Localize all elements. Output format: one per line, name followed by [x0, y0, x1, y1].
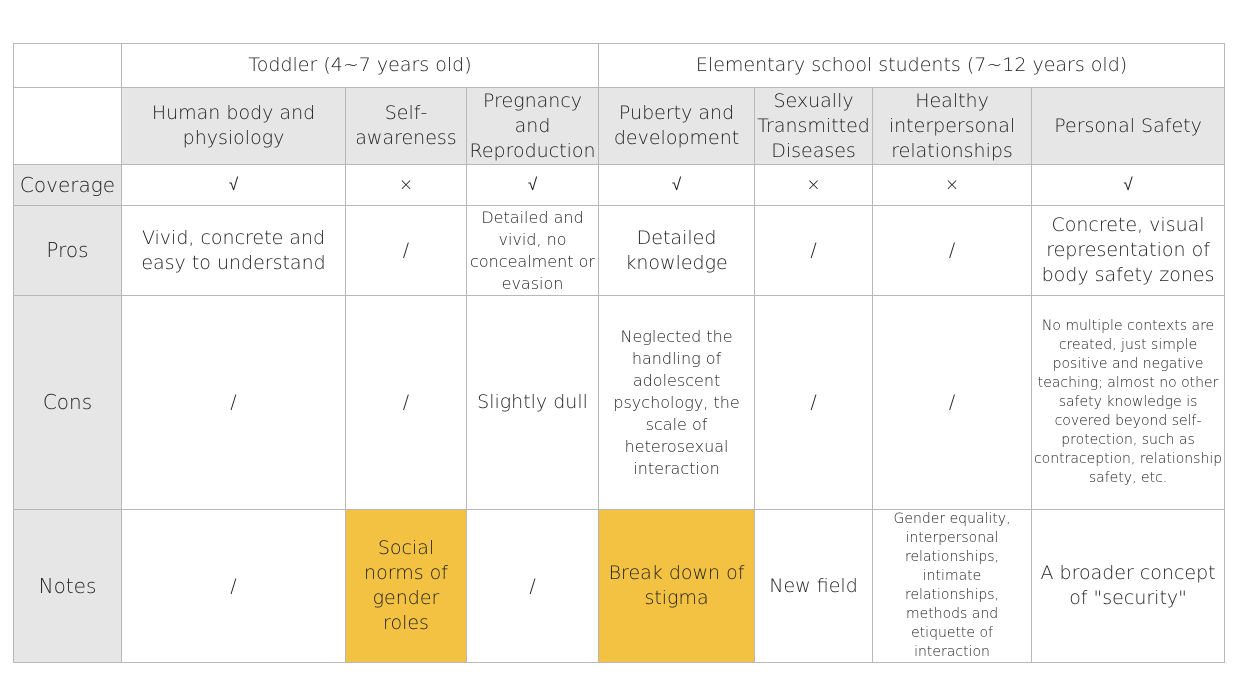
cons-cell: Slightly dull — [465, 295, 600, 510]
group-header-row: Toddler (4~7 years old) Elementary schoo… — [13, 43, 1226, 88]
topic-puberty: Puberty and development — [598, 87, 756, 165]
coverage-cell: × — [872, 164, 1033, 206]
notes-cell: New field — [754, 509, 874, 663]
coverage-cell: √ — [465, 164, 600, 206]
coverage-cell: √ — [598, 164, 756, 206]
notes-cell: A broader concept of "security" — [1031, 509, 1226, 663]
row-label-pros: Pros — [13, 205, 122, 296]
notes-cell: Gender equality, interpersonal relations… — [872, 509, 1033, 663]
group-elementary: Elementary school students (7~12 years o… — [598, 43, 1226, 88]
pros-cell: / — [754, 205, 874, 296]
cons-cell: Neglected the handling of adolescent psy… — [598, 295, 756, 510]
topic-header-row: Human body and physiology Self-awareness… — [13, 87, 1226, 165]
cons-cell: / — [121, 295, 346, 510]
topic-corner-cell — [13, 87, 122, 165]
pros-cell: Detailed knowledge — [598, 205, 756, 296]
topic-human-body: Human body and physiology — [121, 87, 346, 165]
pros-row: Pros Vivid, concrete and easy to underst… — [13, 205, 1226, 296]
coverage-cell: × — [754, 164, 874, 206]
cons-cell: / — [754, 295, 874, 510]
topic-pregnancy: Pregnancy and Reproduction — [465, 87, 600, 165]
coverage-cell: √ — [1031, 164, 1226, 206]
coverage-cell: √ — [121, 164, 346, 206]
corner-cell — [13, 43, 122, 88]
topic-std: Sexually Transmitted Diseases — [754, 87, 874, 165]
row-label-notes: Notes — [13, 509, 122, 663]
row-label-coverage: Coverage — [13, 164, 122, 206]
pros-cell: Detailed and vivid, no concealment or ev… — [465, 205, 600, 296]
pros-cell: Vivid, concrete and easy to understand — [121, 205, 346, 296]
coverage-row: Coverage √ × √ √ × × √ — [13, 164, 1226, 206]
comparison-table: Toddler (4~7 years old) Elementary schoo… — [13, 43, 1226, 663]
pros-cell: / — [872, 205, 1033, 296]
notes-cell-highlighted: Social norms of gender roles — [345, 509, 467, 663]
cons-cell: / — [345, 295, 467, 510]
group-toddler: Toddler (4~7 years old) — [120, 43, 600, 88]
notes-cell: / — [465, 509, 600, 663]
row-label-cons: Cons — [13, 295, 122, 510]
topic-relationships: Healthy interpersonal relationships — [872, 87, 1033, 165]
notes-row: Notes / Social norms of gender roles / B… — [13, 509, 1226, 663]
cons-row: Cons / / Slightly dull Neglected the han… — [13, 295, 1226, 510]
notes-cell-highlighted: Break down of stigma — [598, 509, 756, 663]
coverage-cell: × — [345, 164, 467, 206]
cons-cell: / — [872, 295, 1033, 510]
topic-self-awareness: Self-awareness — [345, 87, 467, 165]
topic-personal-safety: Personal Safety — [1031, 87, 1226, 165]
pros-cell: Concrete, visual representation of body … — [1031, 205, 1226, 296]
pros-cell: / — [345, 205, 467, 296]
cons-cell: No multiple contexts are created, just s… — [1031, 295, 1226, 510]
notes-cell: / — [121, 509, 346, 663]
